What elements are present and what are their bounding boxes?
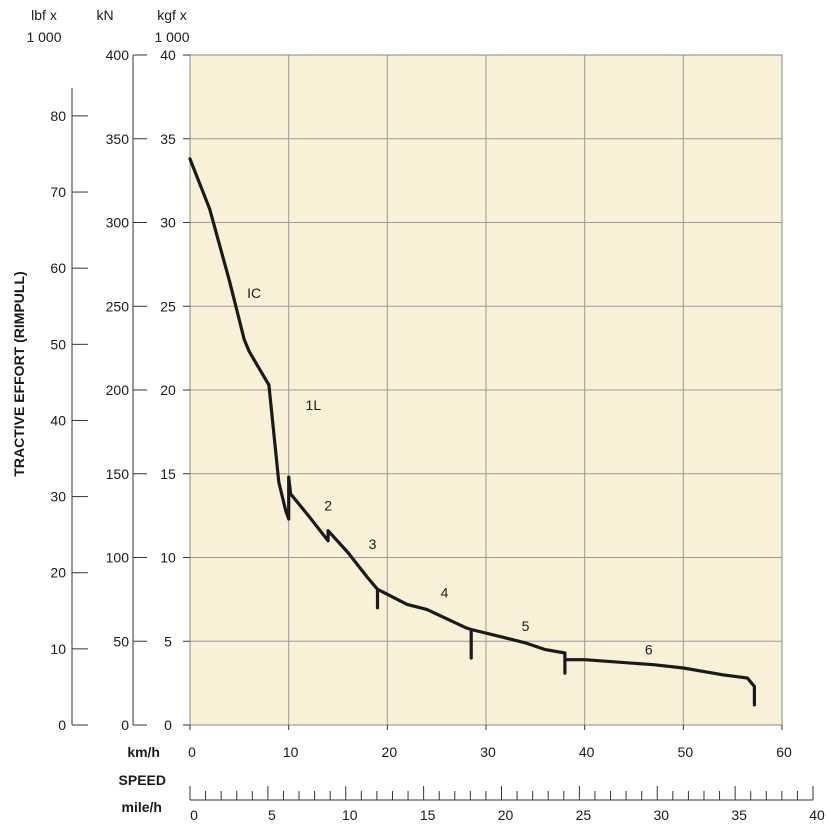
mph-tick-label: 15: [420, 807, 436, 823]
mph-tick-label: 5: [268, 807, 276, 823]
lbf-tick-label: 20: [50, 565, 66, 581]
kmh-tick-label: 50: [678, 744, 694, 760]
kmh-tick-label: 60: [776, 744, 792, 760]
kmh-tick-label: 40: [579, 744, 595, 760]
kgf-tick-label: 5: [164, 633, 172, 649]
speed-label: SPEED: [119, 772, 166, 788]
mph-tick-label: 25: [576, 807, 592, 823]
kn-tick-label: 150: [106, 466, 130, 482]
kgf-tick-label: 40: [160, 47, 176, 63]
mph-tick-label: 30: [653, 807, 669, 823]
kgf-unit-label-2: 1 000: [154, 29, 189, 45]
gear-label-3: 3: [369, 536, 377, 552]
kn-tick-label: 100: [106, 550, 130, 566]
kgf-tick-label: 20: [160, 382, 176, 398]
lbf-tick-label: 10: [50, 641, 66, 657]
lbf-unit-label-1: lbf x: [31, 7, 57, 23]
lbf-tick-label: 40: [50, 412, 66, 428]
kgf-tick-label: 25: [160, 298, 176, 314]
kgf-tick-label: 15: [160, 466, 176, 482]
plot-area: IC 1L 2 3 4 5 6: [188, 54, 783, 726]
lbf-unit-label-2: 1 000: [26, 29, 61, 45]
kn-tick-label: 350: [106, 131, 130, 147]
kmh-tick-label: 20: [382, 744, 398, 760]
kn-tick-label: 250: [106, 298, 130, 314]
mph-tick-label: 35: [731, 807, 747, 823]
lbf-tick-label: 0: [58, 717, 66, 733]
mph-tick-label: 20: [498, 807, 514, 823]
kn-tick-label: 0: [121, 717, 129, 733]
gear-label-ic: IC: [247, 285, 261, 301]
lbf-tick-label: 60: [50, 260, 66, 276]
gear-label-1l: 1L: [306, 397, 322, 413]
kgf-tick-label: 35: [160, 131, 176, 147]
kn-tick-label: 400: [106, 47, 130, 63]
gear-label-6: 6: [645, 642, 653, 658]
kmh-tick-label: 10: [283, 744, 299, 760]
kgf-tick-label: 30: [160, 215, 176, 231]
kmh-tick-label: 30: [480, 744, 496, 760]
kn-tick-label: 200: [106, 382, 130, 398]
kgf-tick-label: 10: [160, 550, 176, 566]
kmh-unit-label: km/h: [127, 744, 160, 760]
kn-tick-label: 50: [113, 633, 129, 649]
kgf-unit-label-1: kgf x: [157, 7, 187, 23]
tractive-effort-curve: [188, 157, 757, 707]
lbf-tick-label: 70: [50, 184, 66, 200]
gear-label-2: 2: [324, 498, 332, 514]
kmh-tick-label: 0: [188, 744, 196, 760]
gear-label-5: 5: [522, 618, 530, 634]
mph-tick-label: 0: [190, 807, 198, 823]
kn-unit-label: kN: [96, 7, 113, 23]
mph-tick-label: 10: [342, 807, 358, 823]
mph-tick-label: 40: [809, 807, 825, 823]
lbf-tick-label: 80: [50, 108, 66, 124]
lbf-tick-label: 50: [50, 336, 66, 352]
lbf-tick-label: 30: [50, 489, 66, 505]
mph-unit-label: mile/h: [122, 799, 162, 815]
gear-label-4: 4: [441, 585, 449, 601]
kn-tick-label: 300: [106, 215, 130, 231]
kgf-tick-label: 0: [164, 717, 172, 733]
y-axis-title: TRACTIVE EFFORT (RIMPULL): [11, 271, 27, 476]
